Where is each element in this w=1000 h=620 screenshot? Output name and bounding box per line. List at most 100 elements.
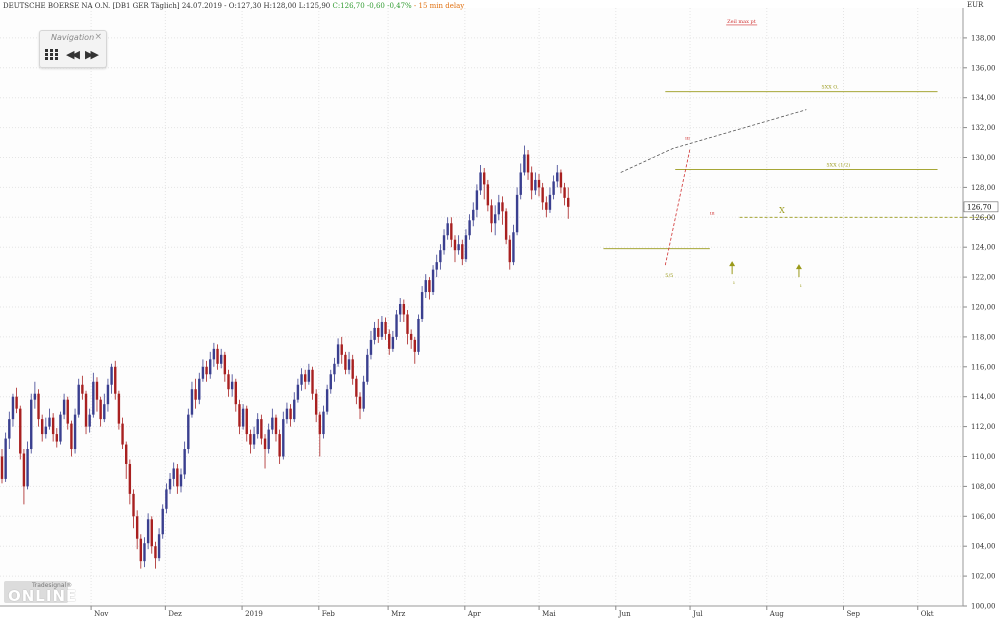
candle-body: [453, 239, 457, 251]
candle-body: [483, 172, 486, 185]
y-tick-label: 138,00: [971, 34, 996, 42]
candle-body: [461, 244, 464, 260]
candle-body: [245, 408, 248, 435]
candle-body: [238, 404, 241, 427]
candle-body: [413, 339, 417, 352]
candle-body: [132, 493, 135, 517]
chart-annotation: ııı: [710, 210, 715, 216]
y-tick-label: 136,00: [971, 64, 996, 72]
chart-annotation: 5/5: [665, 273, 673, 279]
arrow-head: [795, 264, 802, 270]
candle-body: [209, 359, 212, 375]
candle-body: [362, 381, 365, 409]
candle-body: [355, 378, 358, 397]
logo-main-text: ONLINE: [8, 587, 78, 605]
candle-body: [212, 348, 216, 360]
navigation-title: Navigation: [51, 33, 95, 42]
candle-body: [347, 359, 351, 370]
candle-body: [442, 235, 446, 251]
candle-body: [62, 399, 66, 415]
candle-body: [4, 438, 7, 479]
x-tick-label: 2019: [245, 610, 263, 618]
x-tick-label: Dez: [168, 610, 182, 618]
candle-body: [322, 411, 325, 435]
candle-body: [51, 417, 55, 435]
navigation-panel[interactable]: Navigation × ◀◀ ▶▶: [39, 30, 107, 68]
candle-body: [161, 508, 164, 535]
candle-body: [384, 321, 387, 334]
candle-body: [468, 220, 471, 236]
candle-body: [486, 184, 490, 206]
candle-body: [187, 414, 190, 450]
candle-body: [44, 426, 48, 435]
close-icon[interactable]: ×: [94, 32, 102, 42]
rewind-icon[interactable]: ◀◀: [66, 48, 80, 61]
y-tick-label: 126,00: [971, 214, 996, 222]
candle-body: [439, 250, 442, 263]
trend-line: [620, 109, 807, 173]
candle-body: [537, 179, 541, 188]
candle-body: [267, 429, 270, 450]
candle-body: [37, 393, 40, 420]
y-tick-label: 110,00: [971, 453, 996, 461]
y-tick-label: 106,00: [971, 513, 996, 521]
candle-body: [457, 244, 460, 251]
chart-annotation: ııı: [685, 136, 690, 142]
grid-layer: [0, 8, 963, 607]
candle-body: [66, 399, 69, 424]
fast-forward-icon[interactable]: ▶▶: [85, 48, 99, 61]
y-tick-label: 102,00: [971, 573, 996, 581]
arrow-label: ı: [800, 283, 802, 289]
x-tick-label: Jul: [692, 610, 703, 618]
candle-body: [8, 419, 11, 439]
arrow-label: ı: [733, 280, 735, 286]
y-tick-label: 118,00: [971, 333, 996, 341]
candle-body: [73, 414, 77, 450]
candle-body: [92, 381, 95, 415]
y-tick-label: 100,00: [971, 603, 996, 611]
candle-body: [19, 408, 22, 454]
candle-body: [515, 194, 519, 233]
x-tick-label: Mrz: [391, 610, 406, 618]
y-tick-label: 120,00: [971, 304, 996, 312]
y-tick-label: 116,00: [971, 363, 996, 371]
y-tick-label: 132,00: [971, 124, 996, 132]
x-tick-label: Sep: [847, 610, 861, 618]
candle-body: [81, 384, 84, 394]
candle-body: [398, 304, 402, 315]
candle-body: [420, 292, 424, 319]
candle-body: [88, 414, 91, 427]
candle-body: [114, 366, 117, 394]
candle-body: [567, 197, 570, 207]
candle-body: [541, 187, 544, 203]
candle-body: [59, 414, 62, 442]
candle-body: [479, 172, 482, 191]
candle-body: [314, 393, 318, 415]
candle-body: [285, 408, 289, 420]
candle-body: [278, 434, 281, 457]
candle-body: [40, 419, 44, 435]
candle-body: [157, 534, 161, 559]
candle-body: [373, 327, 376, 340]
candle-body: [168, 478, 172, 490]
candle-body: [194, 389, 197, 400]
candle-body: [329, 374, 332, 390]
candle-body: [358, 396, 362, 409]
candles: [0, 145, 570, 569]
candle-body: [103, 404, 106, 420]
chart-annotation: Zeil max pt: [727, 19, 756, 25]
candle-body: [99, 399, 102, 420]
grid-menu-icon[interactable]: [45, 49, 59, 61]
candle-body: [409, 333, 413, 340]
candle-body: [501, 202, 504, 212]
candle-body: [154, 546, 157, 559]
candle-body: [0, 456, 4, 479]
candle-body: [201, 366, 205, 379]
candle-body: [351, 359, 354, 379]
candle-body: [388, 333, 391, 349]
last-price-box: [963, 201, 999, 213]
candle-body: [563, 187, 566, 198]
candle-body: [227, 374, 230, 390]
candle-body: [216, 348, 219, 364]
